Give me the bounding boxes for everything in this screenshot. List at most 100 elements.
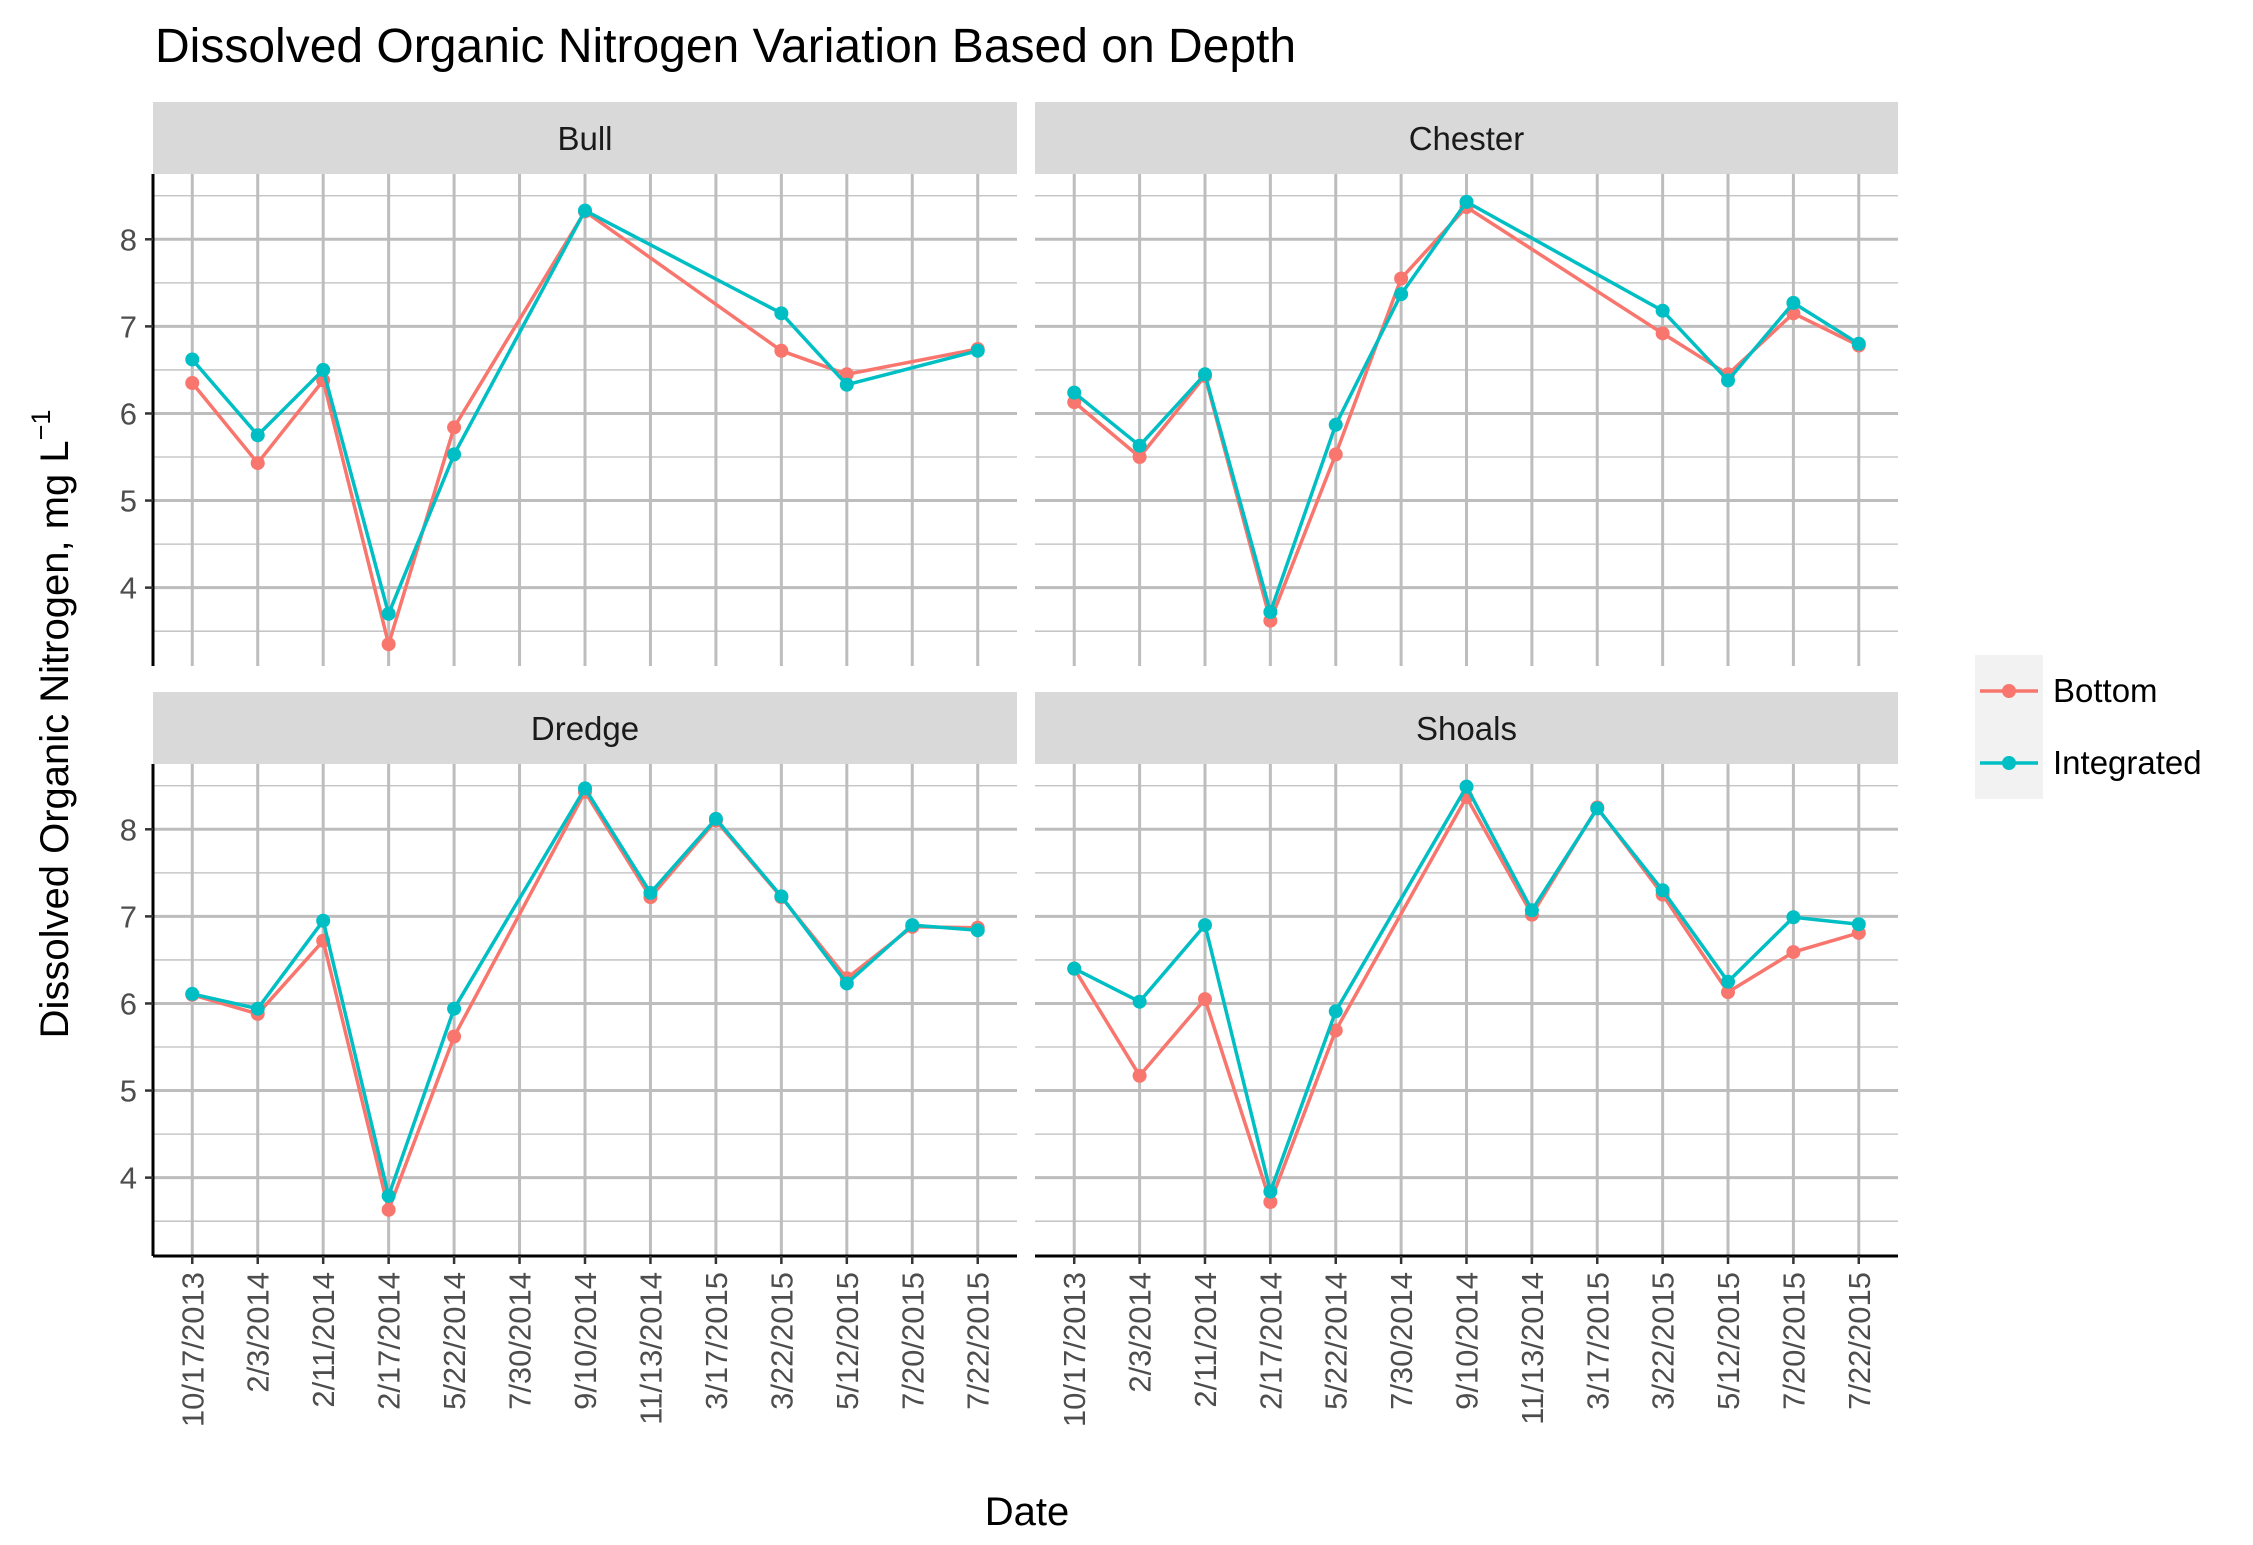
y-tick-label: 8 [120, 222, 137, 257]
data-point-integrated [1328, 417, 1343, 432]
panel-strip [153, 692, 1017, 764]
data-point-integrated [1851, 917, 1866, 932]
data-point-integrated [1721, 373, 1736, 388]
x-tick-label: 10/17/2013 [175, 1272, 210, 1427]
data-point-integrated [1655, 303, 1670, 318]
panel-dredge: Dredge 4 5 6 7 8 10/17/2013 2/3/2014 2/11/2014 2/… [120, 692, 1017, 1427]
x-axis-title: Date [985, 1490, 1070, 1534]
data-point-integrated [1786, 910, 1801, 925]
data-point-integrated [1067, 385, 1082, 400]
x-tick-label: 5/12/2015 [1711, 1272, 1746, 1410]
data-point-bottom [1786, 945, 1801, 960]
legend: Bottom Integrated [1975, 655, 2202, 799]
data-point-integrated [708, 811, 723, 826]
panel-strip [1035, 692, 1898, 764]
data-point-bottom [1197, 992, 1212, 1007]
x-tick-label: 2/17/2014 [372, 1272, 407, 1410]
x-tick-label: 2/3/2014 [241, 1272, 276, 1393]
data-point-integrated [1197, 367, 1212, 382]
panel-strip [153, 102, 1017, 174]
x-tick-label: 5/12/2015 [830, 1272, 865, 1410]
x-tick-label: 9/10/2014 [568, 1272, 603, 1410]
x-tick-label: 2/11/2014 [306, 1272, 341, 1408]
x-tick-label: 7/22/2015 [961, 1272, 996, 1410]
y-axis-title-superscript: −1 [26, 410, 56, 441]
data-point-integrated [1067, 961, 1082, 976]
data-point-integrated [185, 986, 200, 1001]
x-tick-label: 3/17/2015 [1580, 1272, 1615, 1410]
x-tick-label: 2/11/2014 [1188, 1272, 1223, 1408]
data-point-bottom [839, 367, 854, 382]
x-tick-label: 11/13/2014 [1515, 1272, 1550, 1425]
series-line-integrated [1073, 784, 1859, 1194]
data-point-bottom [381, 1202, 396, 1217]
data-point-integrated [1786, 295, 1801, 310]
data-point-integrated [1263, 605, 1278, 620]
data-point-integrated [381, 1188, 396, 1203]
data-point-integrated [970, 923, 985, 938]
panel-strip [1035, 102, 1898, 174]
data-point-bottom [1786, 306, 1801, 321]
data-point-integrated [250, 1001, 265, 1016]
x-tick-label: 9/10/2014 [1450, 1272, 1485, 1410]
y-axis-title-main: Dissolved Organic Nitrogen, mg L [33, 440, 77, 1038]
data-point-integrated [1655, 883, 1670, 898]
panel-chester: Chester [1035, 102, 1898, 666]
data-point-integrated [316, 362, 331, 377]
y-tick-label: 6 [120, 396, 137, 431]
x-tick-label: 3/22/2015 [764, 1272, 799, 1410]
panels-layer: Bull 4 5 6 7 8 Chester Dredge 4 5 6 7 8 10/17/2013 2/3… [120, 102, 1898, 1427]
data-point-integrated [1132, 438, 1147, 453]
data-point-integrated [774, 306, 789, 321]
data-point-integrated [185, 352, 200, 367]
x-tick-label: 7/20/2015 [1776, 1272, 1811, 1410]
data-point-integrated [1524, 903, 1539, 918]
x-tick-label: 5/22/2014 [1319, 1272, 1354, 1410]
x-tick-label: 7/20/2015 [895, 1272, 930, 1410]
data-point-integrated [970, 343, 985, 358]
data-point-bottom [1067, 395, 1082, 410]
y-tick-label: 4 [120, 1161, 137, 1196]
data-point-integrated [250, 428, 265, 443]
x-tick-label: 3/17/2015 [699, 1272, 734, 1410]
x-tick-label: 11/13/2014 [633, 1272, 668, 1425]
data-point-integrated [1459, 779, 1474, 794]
data-point-integrated [578, 781, 592, 796]
data-point-bottom [1263, 1195, 1278, 1210]
data-point-integrated [1851, 336, 1866, 351]
data-point-integrated [839, 976, 854, 991]
data-point-bottom [1132, 1068, 1147, 1083]
y-tick-label: 5 [120, 484, 137, 519]
y-tick-label: 7 [120, 899, 137, 934]
data-point-bottom [447, 420, 462, 435]
x-tick-label: 2/17/2014 [1253, 1272, 1288, 1410]
legend-label: Integrated [2053, 744, 2202, 781]
data-point-integrated [774, 889, 789, 904]
panel-strip-label: Chester [1409, 120, 1525, 157]
chart-title: Dissolved Organic Nitrogen Variation Bas… [155, 20, 1296, 73]
data-point-integrated [316, 913, 331, 928]
data-point-bottom [185, 375, 200, 390]
data-point-integrated [1197, 918, 1212, 933]
data-point-integrated [839, 377, 854, 392]
panel-shoals: Shoals 10/17/2013 2/3/2014 2/11/2014 2/17/20… [1035, 692, 1898, 1427]
data-point-bottom [1721, 985, 1736, 1000]
panel-bull: Bull 4 5 6 7 8 [120, 102, 1017, 666]
data-point-integrated [447, 1001, 462, 1016]
data-point-bottom [381, 637, 396, 652]
x-tick-label: 10/17/2013 [1057, 1272, 1092, 1427]
data-point-bottom [1328, 447, 1343, 462]
series-line-bottom [191, 790, 978, 1212]
panel-strip-label: Bull [557, 120, 612, 157]
panel-strip-label: Shoals [1416, 710, 1517, 747]
data-point-bottom [250, 456, 265, 471]
series-line-integrated [191, 786, 978, 1198]
data-point-integrated [1459, 194, 1474, 209]
data-point-integrated [1721, 974, 1736, 989]
legend-key-point [2002, 684, 2016, 698]
data-point-bottom [447, 1029, 462, 1044]
x-tick-label: 5/22/2014 [437, 1272, 472, 1410]
